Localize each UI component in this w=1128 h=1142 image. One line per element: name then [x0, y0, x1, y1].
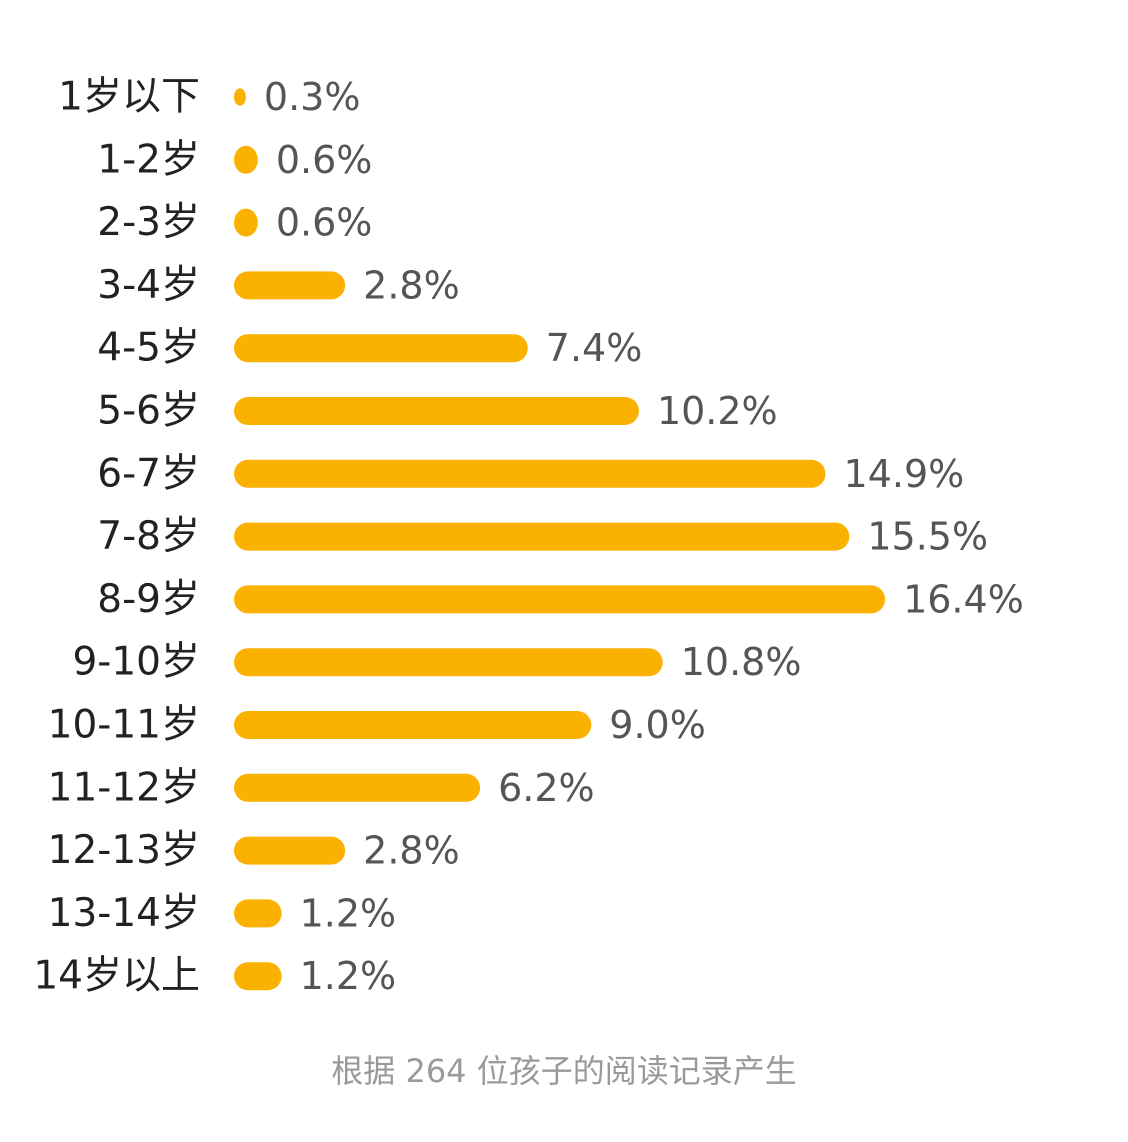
- category-label: 2-3岁: [97, 200, 200, 245]
- category-label: 7-8岁: [97, 514, 200, 559]
- value-label: 1.2%: [300, 954, 397, 998]
- category-label: 3-4岁: [97, 263, 200, 308]
- value-label: 6.2%: [498, 766, 595, 810]
- value-label: 7.4%: [546, 326, 643, 370]
- value-label: 0.3%: [264, 75, 361, 119]
- bar: [234, 585, 886, 614]
- value-label: 9.0%: [609, 703, 706, 747]
- category-label: 9-10岁: [72, 640, 200, 685]
- category-label: 13-14岁: [48, 891, 200, 936]
- value-label: 14.9%: [844, 452, 965, 496]
- category-label: 1岁以下: [58, 75, 200, 120]
- value-label: 0.6%: [276, 201, 373, 245]
- category-label: 8-9岁: [97, 577, 200, 622]
- bar: [234, 459, 826, 488]
- bar: [234, 88, 246, 106]
- bar: [234, 397, 639, 425]
- category-label: 5-6岁: [97, 389, 200, 434]
- category-label: 11-12岁: [48, 765, 200, 810]
- bar: [234, 836, 346, 865]
- value-label: 16.4%: [903, 577, 1024, 621]
- category-label: 10-11岁: [48, 703, 200, 748]
- bar: [234, 145, 258, 174]
- bar: [234, 271, 346, 300]
- chart-footnote: 根据 264 位孩子的阅读记录产生: [331, 1052, 797, 1090]
- bar: [234, 208, 258, 237]
- bar: [234, 899, 282, 928]
- category-label: 6-7岁: [97, 451, 200, 496]
- category-label: 14岁以上: [33, 954, 200, 999]
- value-label: 0.6%: [276, 138, 373, 182]
- bar: [234, 773, 481, 802]
- value-label: 15.5%: [867, 515, 988, 559]
- category-label: 12-13岁: [48, 828, 200, 873]
- bar: [234, 648, 663, 677]
- bar: [234, 711, 592, 739]
- bar: [234, 334, 528, 363]
- value-label: 2.8%: [363, 263, 460, 307]
- value-label: 2.8%: [363, 829, 460, 873]
- bar: [234, 962, 282, 991]
- category-label: 1-2岁: [97, 137, 200, 182]
- bar: [234, 522, 850, 551]
- value-label: 1.2%: [300, 891, 397, 935]
- value-label: 10.2%: [657, 389, 778, 433]
- category-label: 4-5岁: [97, 326, 200, 371]
- value-label: 10.8%: [681, 640, 802, 684]
